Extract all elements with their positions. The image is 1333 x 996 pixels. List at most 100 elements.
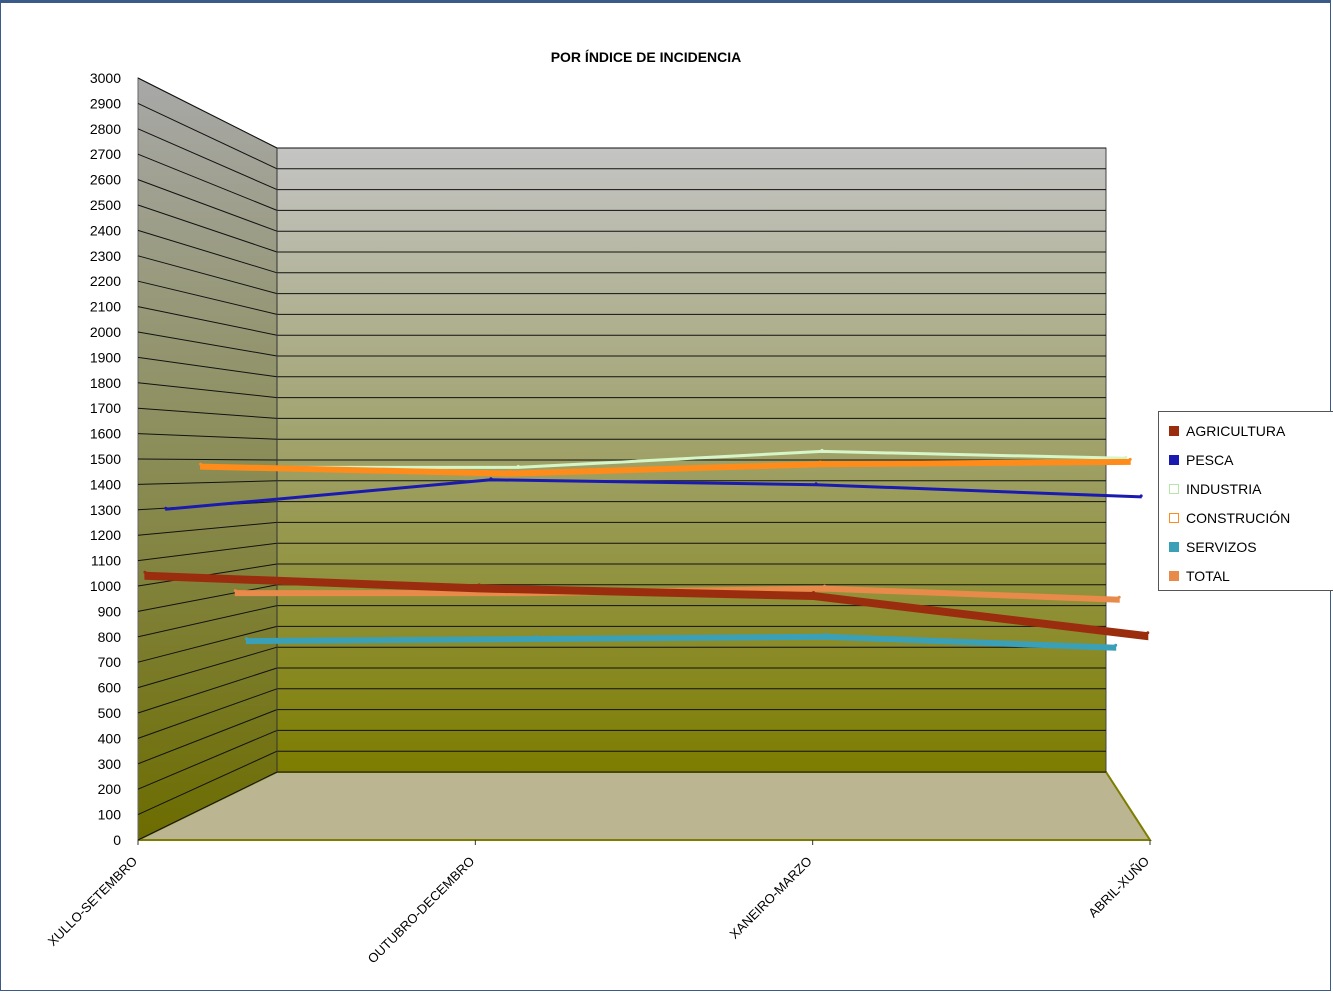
y-tick-label: 3000 — [90, 70, 121, 86]
data-point — [1117, 595, 1121, 599]
data-point — [1128, 457, 1132, 461]
gridline-side — [137, 77, 278, 149]
chart-floor — [137, 771, 1152, 841]
data-point — [820, 448, 824, 452]
data-point — [534, 635, 538, 638]
y-tick-label: 900 — [98, 603, 122, 619]
gridline-side — [137, 229, 278, 274]
y-tick-label: 0 — [113, 832, 121, 848]
gridline-side — [137, 102, 278, 170]
data-point — [164, 506, 168, 510]
gridline-side — [137, 128, 278, 191]
legend-item: TOTAL — [1169, 566, 1230, 586]
y-tick-label: 2600 — [90, 172, 121, 188]
gridline-side — [137, 750, 278, 816]
series-pesca-line — [165, 478, 1142, 511]
y-tick-label: 1800 — [90, 375, 121, 391]
gridline-side — [137, 729, 278, 790]
x-tick-label: XANEIRO-MARZO — [727, 854, 815, 942]
series-agricultura-line — [144, 571, 1149, 641]
legend-swatch — [1169, 542, 1179, 552]
legend-label: INDUSTRIA — [1186, 481, 1262, 497]
legend-swatch — [1169, 426, 1179, 436]
y-tick-label: 600 — [98, 680, 122, 696]
gridline-side — [137, 605, 278, 638]
series-construcin-line — [200, 458, 1131, 477]
data-point — [1139, 494, 1143, 498]
gridline-side — [137, 458, 278, 461]
series-servizos-line — [245, 633, 1117, 651]
y-tick-label: 1200 — [90, 527, 121, 543]
gridline-side — [137, 521, 278, 536]
gridline-side — [137, 331, 278, 357]
legend-label: SERVIZOS — [1186, 539, 1257, 555]
y-tick-label: 300 — [98, 756, 122, 772]
chart-title: POR ÍNDICE DE INCIDENCIA — [551, 49, 742, 65]
data-point — [489, 477, 493, 481]
gridline-side — [137, 306, 278, 336]
y-tick-label: 1000 — [90, 578, 121, 594]
data-point — [477, 583, 481, 587]
data-point — [824, 632, 828, 636]
legend-label: CONSTRUCIÓN — [1186, 510, 1291, 526]
gridline-side — [137, 584, 278, 612]
gridline-side — [137, 667, 278, 714]
data-point — [818, 460, 822, 464]
x-tick-label: OUTUBRO-DECEMBRO — [365, 854, 478, 967]
gridline-side — [137, 153, 278, 211]
legend-label: PESCA — [1186, 452, 1234, 468]
gridline-side — [137, 480, 278, 485]
y-tick-label: 2500 — [90, 197, 121, 213]
chart-walls — [137, 77, 1152, 841]
legend-label: TOTAL — [1186, 568, 1230, 584]
data-point — [1124, 455, 1128, 459]
legend-item: INDUSTRIA — [1169, 479, 1261, 499]
legend-item: SERVIZOS — [1169, 537, 1257, 557]
y-tick-label: 500 — [98, 705, 122, 721]
gridline-side — [137, 356, 278, 378]
chart-canvas: 0 100 200 300 400 500 600 700 800 900 1000 1100 1200… — [45, 49, 1152, 966]
y-tick-label: 100 — [98, 807, 122, 823]
data-point — [199, 462, 203, 466]
legend-swatch — [1169, 484, 1179, 494]
gridline-side — [137, 255, 278, 295]
y-tick-label: 2900 — [90, 95, 121, 111]
y-tick-label: 1400 — [90, 476, 121, 492]
y-tick-label: 800 — [98, 629, 122, 645]
y-tick-label: 2800 — [90, 121, 121, 137]
y-tick-label: 2400 — [90, 222, 121, 238]
gridline-side — [137, 771, 278, 841]
data-point — [508, 469, 512, 473]
data-point — [516, 464, 520, 468]
legend-swatch — [1169, 513, 1179, 523]
x-tick-label: XULLO-SETEMBRO — [45, 854, 140, 949]
data-point — [812, 591, 815, 594]
gridline-side — [137, 433, 278, 440]
y-tick-label: 1300 — [90, 502, 121, 518]
legend-item: AGRICULTURA — [1169, 421, 1285, 441]
legend-swatch — [1169, 571, 1179, 581]
gridline-side — [137, 646, 278, 689]
gridline-side — [137, 204, 278, 253]
gridline-side — [137, 280, 278, 315]
gridline-side — [137, 382, 278, 399]
data-point — [143, 570, 147, 574]
y-tick-label: 200 — [98, 781, 122, 797]
gridline-side — [137, 179, 278, 232]
legend-item: PESCA — [1169, 450, 1233, 470]
x-axis-tick-labels: XULLO-SETEMBRO OUTUBRO-DECEMBRO XANEIRO-MA… — [45, 840, 1152, 966]
y-tick-label: 2700 — [90, 146, 121, 162]
data-point — [244, 637, 248, 641]
gridline-side — [137, 625, 278, 663]
y-tick-label: 2200 — [90, 273, 121, 289]
chart-gridlines — [137, 77, 1106, 841]
data-point — [233, 589, 237, 593]
y-tick-label: 1100 — [91, 553, 121, 569]
chart-legend: AGRICULTURA PESCA INDUSTRIA CONSTRUCIÓN SERV… — [1158, 411, 1333, 591]
data-point — [1146, 631, 1150, 635]
y-tick-label: 2300 — [90, 248, 121, 264]
y-tick-label: 1900 — [90, 349, 121, 365]
y-tick-label: 1500 — [90, 451, 121, 467]
y-tick-label: 2100 — [90, 299, 121, 315]
